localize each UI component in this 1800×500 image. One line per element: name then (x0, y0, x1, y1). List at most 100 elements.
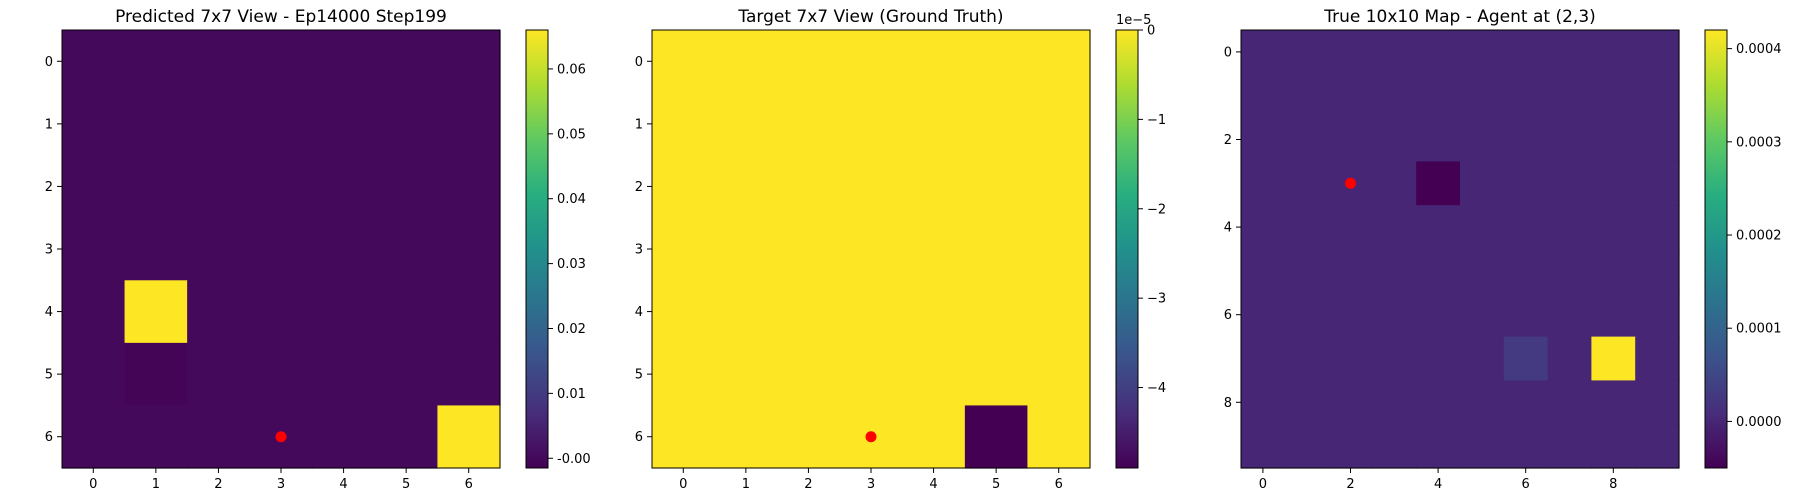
colorbar-tick-label: −1 (1147, 113, 1166, 128)
panel-predicted-view: Predicted 7x7 View - Ep14000 Step199 0 1 2… (45, 7, 591, 492)
heatmap-cell (902, 30, 966, 94)
heatmap-cell (964, 217, 1029, 281)
y-tick-label: 6 (635, 430, 643, 445)
heatmap-cell (1460, 161, 1505, 206)
x-tick-label: 5 (402, 477, 410, 492)
heatmap-cell (1503, 73, 1549, 119)
heatmap-cell (312, 280, 376, 344)
heatmap-cell (1591, 205, 1636, 250)
heatmap-cell (1328, 30, 1373, 75)
heatmap-cell (1416, 292, 1461, 338)
heatmap-cell (1635, 292, 1680, 338)
heatmap-cell (1503, 161, 1549, 206)
heatmap-cell (187, 92, 251, 156)
heatmap-cell (249, 280, 313, 344)
y-axis-ticks: 0 2 4 6 8 (1224, 45, 1241, 411)
heatmap-cell (1635, 30, 1680, 75)
heatmap-cell (1328, 336, 1373, 381)
colorbar (525, 29, 549, 469)
heatmap-cell (1503, 30, 1549, 75)
y-tick-label: 0 (45, 55, 53, 70)
heatmap-cell (1284, 205, 1330, 250)
heatmap-cell (1503, 249, 1549, 294)
heatmap-cell (62, 405, 126, 469)
colorbar-ticks: 0 −1 −2 −3 −4 (1138, 24, 1166, 396)
heatmap-cell (839, 342, 903, 407)
heatmap-cell (1547, 30, 1592, 75)
heatmap-cell (1635, 161, 1680, 206)
heatmap-cell (777, 342, 841, 407)
heatmap-cell (777, 92, 841, 156)
heatmap-cell (1460, 73, 1505, 119)
heatmap-cell (1635, 73, 1680, 119)
y-tick-label: 4 (635, 305, 643, 320)
heatmap-cell (1284, 117, 1330, 162)
colorbar-ticks: -0.00 0.01 0.02 0.03 0.04 0.05 0.06 (548, 62, 591, 467)
x-tick-label: 6 (1055, 477, 1063, 492)
x-tick-label: 6 (465, 477, 473, 492)
panel-title: True 10x10 Map - Agent at (2,3) (1323, 7, 1596, 27)
heatmap-cell (839, 280, 903, 344)
heatmap-cell (964, 155, 1029, 219)
heatmap-cell (1328, 249, 1373, 294)
heatmap-cell (437, 92, 501, 156)
heatmap-cell (62, 342, 126, 407)
heatmap-cell (777, 217, 841, 281)
heatmap-cell (964, 342, 1029, 407)
heatmap-cell (312, 217, 376, 281)
heatmap-cell (964, 30, 1029, 94)
heatmap-cell (62, 155, 126, 219)
heatmap-cell (62, 92, 126, 156)
heatmap-cell (1416, 336, 1461, 381)
y-tick-label: 3 (635, 243, 643, 258)
heatmap-cell (1460, 249, 1505, 294)
x-tick-label: 0 (679, 477, 687, 492)
colorbar-tick-label: −4 (1147, 381, 1166, 396)
heatmap-cell (1591, 73, 1636, 119)
heatmap-cell (1591, 117, 1636, 162)
heatmap-cell (374, 342, 439, 407)
colorbar-tick-label: −2 (1147, 202, 1166, 217)
heatmap-cell (1328, 424, 1373, 469)
x-tick-label: 0 (1259, 477, 1267, 492)
heatmap-cell (374, 280, 439, 344)
heatmap-cell (437, 30, 501, 94)
heatmap-cells (652, 30, 1091, 469)
heatmap-cell (187, 342, 251, 407)
heatmap-cell (1284, 292, 1330, 338)
heatmap-cell (187, 155, 251, 219)
heatmap-cell (1328, 292, 1373, 338)
heatmap-cell (249, 30, 313, 94)
heatmap-cell (437, 155, 501, 219)
heatmap-cell (777, 30, 841, 94)
heatmap-cell (249, 92, 313, 156)
heatmap-cell (902, 280, 966, 344)
y-tick-label: 4 (1224, 221, 1232, 236)
heatmap-cell (839, 155, 903, 219)
heatmap-cell (1547, 249, 1592, 294)
agent-marker-layer (865, 431, 877, 443)
heatmap-cell (1460, 205, 1505, 250)
heatmap-cell (1547, 380, 1592, 425)
x-tick-label: 2 (804, 477, 812, 492)
heatmap-cell (1503, 117, 1549, 162)
y-axis-ticks: 0 1 2 3 4 5 6 (635, 55, 652, 445)
x-tick-label: 2 (1346, 477, 1354, 492)
heatmap-cell (1284, 30, 1330, 75)
heatmap-cell (1503, 380, 1549, 425)
x-tick-label: 4 (1434, 477, 1442, 492)
heatmap-cell (1284, 336, 1330, 381)
heatmap-cell (777, 280, 841, 344)
colorbar-tick-label: 0.0002 (1736, 229, 1782, 244)
heatmap-cell (1241, 73, 1286, 119)
colorbar-tick-label: 0.03 (557, 257, 586, 272)
heatmap-cell (1547, 117, 1592, 162)
heatmap-cell (1416, 205, 1461, 250)
heatmap-cell (1635, 205, 1680, 250)
heatmap-cell (652, 405, 716, 469)
heatmap-cell (124, 342, 188, 407)
heatmap-cell (1547, 161, 1592, 206)
colorbar-tick-label: −3 (1147, 292, 1166, 307)
heatmap-cell (1635, 380, 1680, 425)
heatmap-cell (374, 217, 439, 281)
